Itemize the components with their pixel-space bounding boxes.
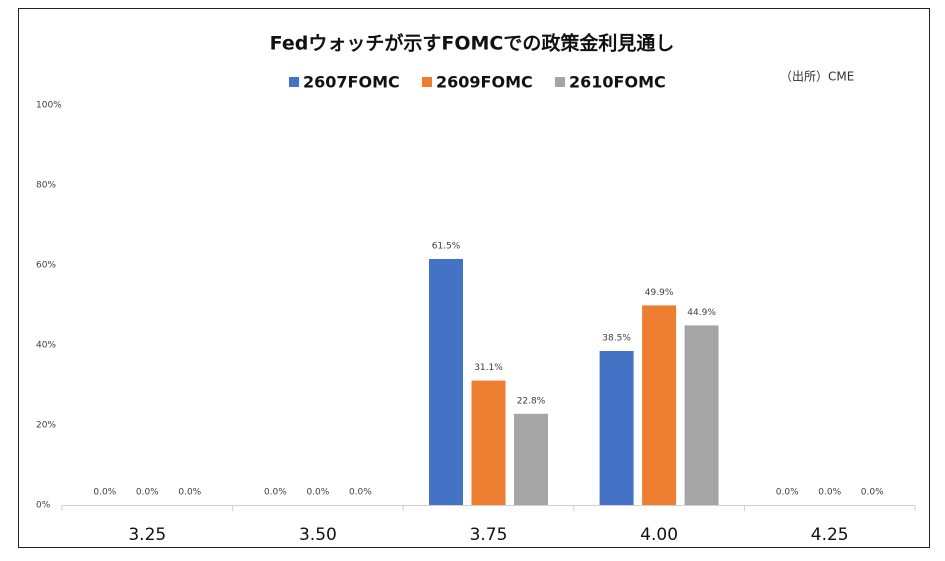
y-tick-label: 20%	[36, 421, 56, 431]
data-label: 0.0%	[349, 488, 372, 498]
x-tick-label: 3.75	[470, 525, 508, 545]
bar	[429, 259, 463, 505]
y-tick-label: 80%	[36, 181, 56, 191]
data-label: 38.5%	[602, 334, 631, 344]
data-label: 49.9%	[645, 288, 674, 298]
legend-swatch	[555, 77, 565, 87]
bar	[599, 351, 634, 505]
x-tick-label: 4.25	[811, 525, 849, 545]
legend-label: 2607FOMC	[303, 73, 400, 92]
x-tick-label: 3.50	[299, 525, 337, 545]
bar	[514, 413, 548, 505]
x-tick-label: 3.25	[128, 525, 166, 545]
legend-label: 2609FOMC	[436, 73, 533, 92]
bar	[684, 325, 719, 505]
y-tick-label: 40%	[36, 341, 56, 351]
chart-title: Fedウォッチが示すFOMCでの政策金利見通し	[270, 32, 675, 55]
data-label: 44.9%	[687, 308, 716, 318]
data-label: 0.0%	[818, 488, 841, 498]
data-label: 0.0%	[306, 488, 329, 498]
data-label: 22.8%	[517, 396, 546, 406]
legend-swatch	[289, 77, 299, 87]
legend-label: 2610FOMC	[569, 73, 666, 92]
y-tick-label: 100%	[36, 101, 62, 111]
data-label: 31.1%	[474, 363, 503, 373]
y-tick-label: 60%	[36, 261, 56, 271]
bar	[642, 305, 677, 505]
data-label: 0.0%	[264, 488, 287, 498]
annotation: （出所）CME	[780, 70, 854, 84]
legend-swatch	[422, 77, 432, 87]
data-label: 0.0%	[136, 488, 159, 498]
data-label: 0.0%	[776, 488, 799, 498]
bar	[471, 380, 506, 505]
data-label: 0.0%	[178, 488, 201, 498]
data-label: 0.0%	[861, 488, 884, 498]
y-tick-label: 0%	[36, 501, 51, 511]
data-label: 0.0%	[93, 488, 116, 498]
data-label: 61.5%	[432, 242, 461, 252]
x-tick-label: 4.00	[640, 525, 678, 545]
